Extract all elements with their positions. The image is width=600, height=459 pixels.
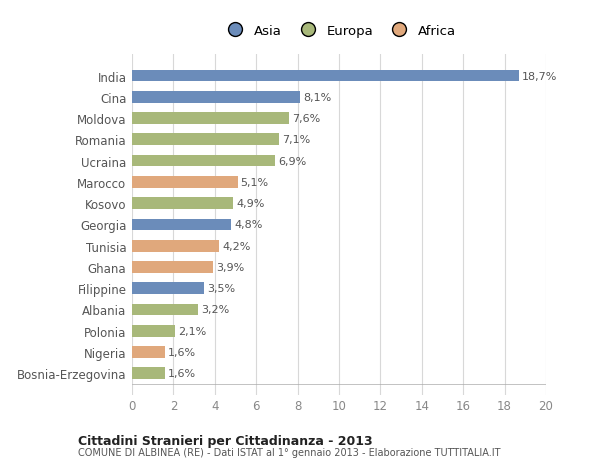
Bar bbox=[132, 113, 289, 125]
Text: 4,2%: 4,2% bbox=[222, 241, 250, 251]
Text: COMUNE DI ALBINEA (RE) - Dati ISTAT al 1° gennaio 2013 - Elaborazione TUTTITALIA: COMUNE DI ALBINEA (RE) - Dati ISTAT al 1… bbox=[78, 448, 500, 458]
Bar bbox=[132, 241, 219, 252]
Text: 3,9%: 3,9% bbox=[216, 263, 244, 272]
Bar bbox=[132, 71, 519, 82]
Text: 5,1%: 5,1% bbox=[241, 178, 269, 187]
Text: 18,7%: 18,7% bbox=[522, 71, 557, 81]
Text: 1,6%: 1,6% bbox=[168, 347, 196, 357]
Legend: Asia, Europa, Africa: Asia, Europa, Africa bbox=[218, 21, 460, 42]
Text: 1,6%: 1,6% bbox=[168, 369, 196, 379]
Text: 7,1%: 7,1% bbox=[282, 135, 310, 145]
Bar bbox=[132, 219, 232, 231]
Text: 6,9%: 6,9% bbox=[278, 156, 306, 166]
Bar bbox=[132, 177, 238, 188]
Bar bbox=[132, 368, 165, 379]
Text: 7,6%: 7,6% bbox=[292, 114, 320, 124]
Bar bbox=[132, 304, 198, 316]
Bar bbox=[132, 325, 175, 337]
Bar bbox=[132, 92, 299, 103]
Text: Cittadini Stranieri per Cittadinanza - 2013: Cittadini Stranieri per Cittadinanza - 2… bbox=[78, 434, 373, 447]
Bar bbox=[132, 347, 165, 358]
Bar bbox=[132, 283, 205, 294]
Bar bbox=[132, 134, 279, 146]
Text: 3,2%: 3,2% bbox=[202, 305, 230, 315]
Bar bbox=[132, 198, 233, 209]
Bar bbox=[132, 262, 213, 273]
Text: 4,8%: 4,8% bbox=[235, 220, 263, 230]
Bar bbox=[132, 156, 275, 167]
Text: 4,9%: 4,9% bbox=[236, 199, 265, 209]
Text: 8,1%: 8,1% bbox=[303, 93, 331, 102]
Text: 3,5%: 3,5% bbox=[208, 284, 236, 294]
Text: 2,1%: 2,1% bbox=[179, 326, 207, 336]
